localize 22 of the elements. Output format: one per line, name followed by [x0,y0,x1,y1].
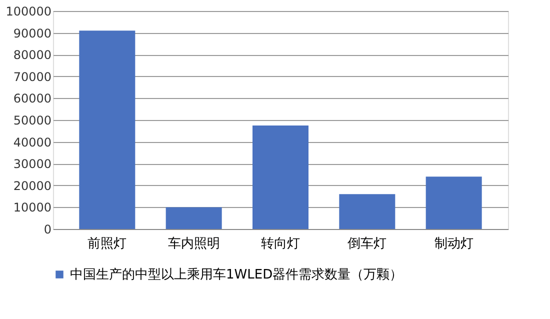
y-tick-label: 20000 [13,178,52,193]
y-tick-label: 70000 [13,70,52,84]
bar [252,125,308,229]
x-tick-label: 制动灯 [434,236,474,252]
bar [426,176,482,229]
bar [166,207,222,229]
y-tick-label: 30000 [13,157,52,172]
x-tick-label: 倒车灯 [348,236,387,252]
x-tick-label: 前照灯 [88,236,127,252]
y-tick-label: 10000 [13,200,52,215]
y-tick-label: 40000 [13,135,52,150]
y-tick-label: 50000 [13,114,52,128]
y-tick-label: 60000 [13,92,52,106]
bar [339,194,396,229]
y-tick-label: 100000 [6,4,52,18]
y-tick-label: 90000 [13,26,52,40]
bar [79,30,136,229]
x-tick-label: 车内照明 [168,236,220,252]
x-tick-label: 转向灯 [261,236,300,252]
y-tick-label: 80000 [13,48,52,62]
legend-label: 中国生产的中型以上乘用车1WLED器件需求数量（万颗） [70,268,403,282]
y-tick-label: 0 [44,222,52,236]
